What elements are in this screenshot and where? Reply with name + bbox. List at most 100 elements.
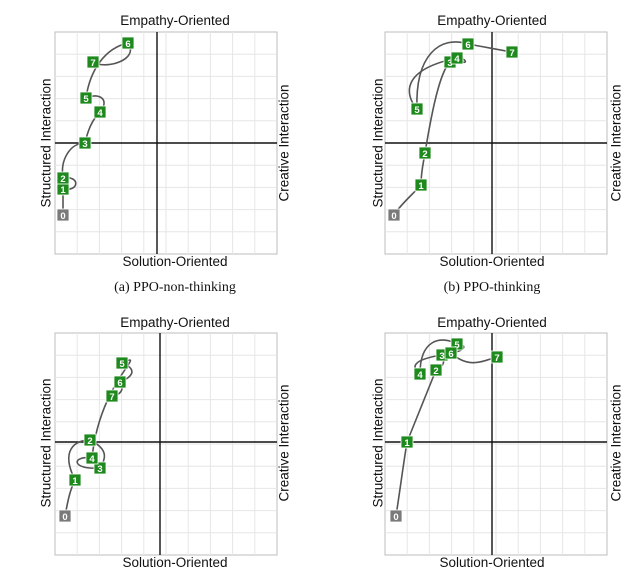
node-box <box>86 55 100 69</box>
axis-label-bottom: Solution-Oriented <box>439 254 545 269</box>
node-box <box>93 105 107 119</box>
node-box <box>93 461 107 475</box>
node-label: 6 <box>125 39 130 50</box>
trajectory-node-0: 0 <box>56 208 70 222</box>
node-label: 0 <box>62 512 67 523</box>
node-box <box>78 136 92 150</box>
node-label: 7 <box>90 58 95 69</box>
node-label: 2 <box>422 149 427 160</box>
trajectory-node-2: 2 <box>56 171 70 185</box>
trajectory-node-5: 5 <box>115 356 129 370</box>
node-box <box>410 102 424 116</box>
node-box <box>429 363 443 377</box>
trajectory-node-5: 5 <box>79 91 93 105</box>
node-label: 7 <box>509 48 514 59</box>
node-label: 3 <box>82 139 87 150</box>
grid <box>385 333 607 555</box>
trajectory-node-5: 5 <box>410 102 424 116</box>
node-box <box>85 451 99 465</box>
node-label: 5 <box>454 340 460 351</box>
node-label: 6 <box>465 40 470 51</box>
node-label: 3 <box>97 464 102 475</box>
node-label: 6 <box>448 349 453 360</box>
axis-label-top: Empathy-Oriented <box>437 315 547 330</box>
axis-label-bottom: Solution-Oriented <box>439 555 545 570</box>
trajectory-node-4: 4 <box>85 451 99 465</box>
node-box <box>68 473 82 487</box>
node-label: 2 <box>60 174 65 185</box>
node-box <box>113 375 127 389</box>
trajectory-node-6: 6 <box>444 346 458 360</box>
trajectory-arrow <box>416 39 469 110</box>
trajectory-node-0: 0 <box>58 509 72 523</box>
node-box <box>490 350 504 364</box>
node-label: 4 <box>417 370 423 381</box>
node-label: 4 <box>97 108 103 119</box>
node-box <box>418 146 432 160</box>
trajectory-node-6: 6 <box>121 36 135 50</box>
node-label: 4 <box>454 54 460 65</box>
trajectory-node-0: 0 <box>387 208 401 222</box>
trajectory-node-7: 7 <box>505 45 519 59</box>
node-box <box>444 346 458 360</box>
axis-label-top: Empathy-Oriented <box>120 315 230 330</box>
node-box <box>413 367 427 381</box>
node-box <box>79 91 93 105</box>
node-box <box>58 509 72 523</box>
node-box <box>389 509 403 523</box>
trajectory-node-2: 2 <box>83 433 97 447</box>
trajectory-node-3: 3 <box>78 136 92 150</box>
axis-label-bottom: Solution-Oriented <box>122 254 228 269</box>
trajectory-node-1: 1 <box>400 435 414 449</box>
node-label: 4 <box>89 454 95 465</box>
node-label: 5 <box>83 94 89 105</box>
trajectory-node-2: 2 <box>418 146 432 160</box>
caption: (a) PPO-non-thinking <box>114 280 236 295</box>
trajectory-node-3: 3 <box>93 461 107 475</box>
node-label: 3 <box>447 58 452 69</box>
trajectory-node-7: 7 <box>490 350 504 364</box>
node-label: 7 <box>494 353 499 364</box>
node-label: 2 <box>87 436 92 447</box>
axis-label-top: Empathy-Oriented <box>437 13 547 28</box>
node-box <box>450 51 464 65</box>
node-label: 1 <box>404 438 410 449</box>
node-box <box>105 389 119 403</box>
trajectory-node-7: 7 <box>86 55 100 69</box>
caption: (b) PPO-thinking <box>443 280 541 295</box>
node-box <box>400 435 414 449</box>
node-box <box>56 171 70 185</box>
axis-label-top: Empathy-Oriented <box>120 13 230 28</box>
node-box <box>121 36 135 50</box>
grid <box>55 333 277 555</box>
node-box <box>461 37 475 51</box>
node-box <box>414 178 428 192</box>
node-box <box>56 208 70 222</box>
node-label: 1 <box>418 181 424 192</box>
node-label: 0 <box>60 211 65 222</box>
trajectory-node-4: 4 <box>450 51 464 65</box>
trajectory-node-7: 7 <box>105 389 119 403</box>
node-label: 5 <box>414 105 420 116</box>
node-label: 1 <box>72 476 78 487</box>
node-label: 3 <box>439 351 444 362</box>
trajectory-node-6: 6 <box>113 375 127 389</box>
node-box <box>83 433 97 447</box>
node-box <box>115 356 129 370</box>
trajectory-node-4: 4 <box>93 105 107 119</box>
node-label: 0 <box>393 512 398 523</box>
axis-label-bottom: Solution-Oriented <box>122 555 228 570</box>
trajectory-node-1: 1 <box>68 473 82 487</box>
node-label: 1 <box>60 185 66 196</box>
trajectory-node-6: 6 <box>461 37 475 51</box>
node-label: 6 <box>117 378 122 389</box>
node-box <box>387 208 401 222</box>
trajectory-node-4: 4 <box>413 367 427 381</box>
trajectory-node-1: 1 <box>56 182 70 196</box>
trajectory-node-1: 1 <box>414 178 428 192</box>
node-label: 2 <box>433 366 438 377</box>
